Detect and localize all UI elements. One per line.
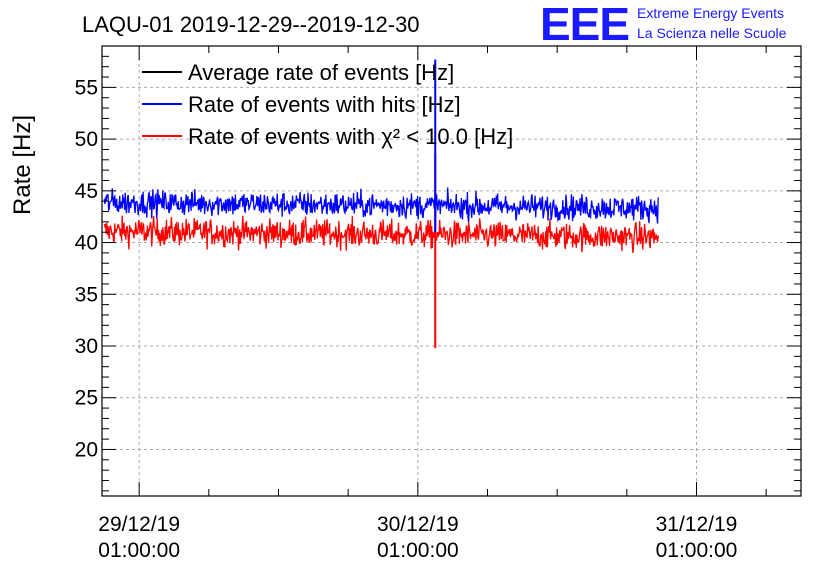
- plot-frame: [101, 45, 802, 497]
- y-tick-label: 45: [75, 180, 98, 203]
- x-tick-date-label: 29/12/19: [98, 513, 180, 536]
- axes: 20 25 30 35 40 45 50 55 29/12/19 01:00:00 30/12/19…: [75, 46, 801, 562]
- x-tick-time-label: 01:00:00: [377, 539, 459, 562]
- y-axis-label: Rate [Hz]: [9, 115, 36, 215]
- series-line-2: [103, 215, 659, 253]
- series-layer: [103, 59, 659, 349]
- logo-line-2: La Scienza nelle Scuole: [637, 25, 787, 41]
- y-tick-label: 40: [75, 232, 98, 255]
- y-tick-label: 50: [75, 128, 98, 151]
- logo-line-1: Extreme Energy Events: [637, 5, 784, 21]
- y-tick-label: 20: [75, 438, 98, 461]
- x-tick-date-label: 30/12/19: [377, 513, 459, 536]
- y-tick-label: 55: [75, 76, 98, 99]
- x-tick-time-label: 01:00:00: [656, 539, 738, 562]
- x-tick-time-label: 01:00:00: [98, 539, 180, 562]
- chart-title: LAQU-01 2019-12-29--2019-12-30: [82, 12, 420, 37]
- y-tick-label: 30: [75, 335, 98, 358]
- legend-label-average: Average rate of events [Hz]: [188, 60, 454, 85]
- x-tick-date-label: 31/12/19: [656, 513, 738, 536]
- legend-label-chi2: Rate of events with χ² < 10.0 [Hz]: [188, 124, 513, 149]
- eee-logo: EEE Extreme Energy Events La Scienza nel…: [540, 0, 787, 50]
- y-tick-label: 35: [75, 283, 98, 306]
- legend-label-hits: Rate of events with hits [Hz]: [188, 92, 461, 117]
- series-line-1: [103, 187, 659, 224]
- y-tick-label: 25: [75, 387, 98, 410]
- legend: Average rate of events [Hz] Rate of even…: [142, 60, 513, 149]
- logo-letters: EEE: [540, 0, 629, 50]
